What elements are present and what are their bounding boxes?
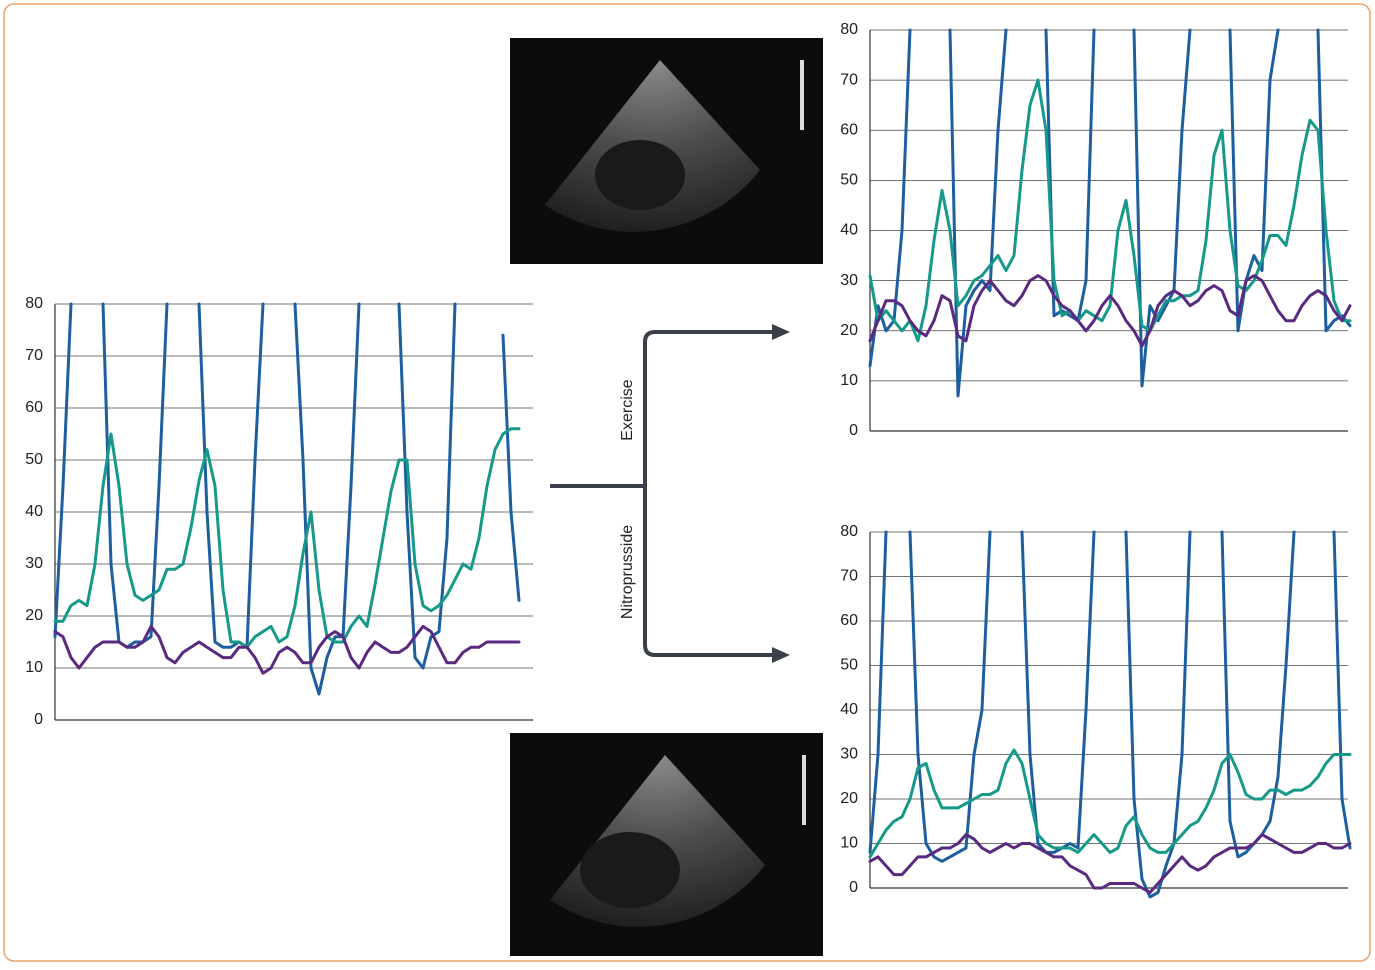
echo-image-nitroprusside [510,733,823,956]
trace-line [868,28,1352,398]
y-tick-label: 10 [840,372,858,389]
trace-line [868,530,1352,899]
y-tick-label: 60 [840,612,858,629]
y-tick-label: 10 [840,835,858,852]
trace-line [53,302,521,696]
branch-label: Nitroprusside [619,525,636,619]
y-tick-label: 0 [849,879,858,896]
y-tick-label: 50 [25,451,43,468]
y-tick-label: 60 [25,399,43,416]
y-tick-label: 30 [840,746,858,763]
trace-line [868,833,1352,894]
trace-line [53,427,521,649]
trace-line [868,274,1352,348]
trace-line [868,748,1352,859]
y-tick-label: 40 [840,701,858,718]
y-tick-label: 0 [849,422,858,439]
y-tick-label: 30 [25,555,43,572]
y-tick-label: 70 [840,568,858,585]
y-tick-label: 20 [840,790,858,807]
y-tick-label: 0 [34,711,43,728]
y-tick-label: 10 [25,659,43,676]
y-tick-label: 80 [25,295,43,312]
y-tick-label: 20 [25,607,43,624]
y-tick-label: 50 [840,657,858,674]
branch-label: Exercise [619,379,636,440]
y-tick-label: 60 [840,121,858,138]
y-tick-label: 80 [840,523,858,540]
trace-line [53,624,521,675]
y-tick-label: 70 [840,71,858,88]
y-tick-label: 40 [25,503,43,520]
y-tick-label: 30 [840,272,858,289]
y-tick-label: 20 [840,322,858,339]
frame [3,3,1371,962]
trace-line [868,78,1352,343]
y-tick-label: 80 [840,21,858,38]
branch-arrows [550,324,790,663]
y-tick-label: 50 [840,172,858,189]
echo-image-exercise [510,38,823,264]
y-tick-label: 70 [25,347,43,364]
y-tick-label: 40 [840,222,858,239]
